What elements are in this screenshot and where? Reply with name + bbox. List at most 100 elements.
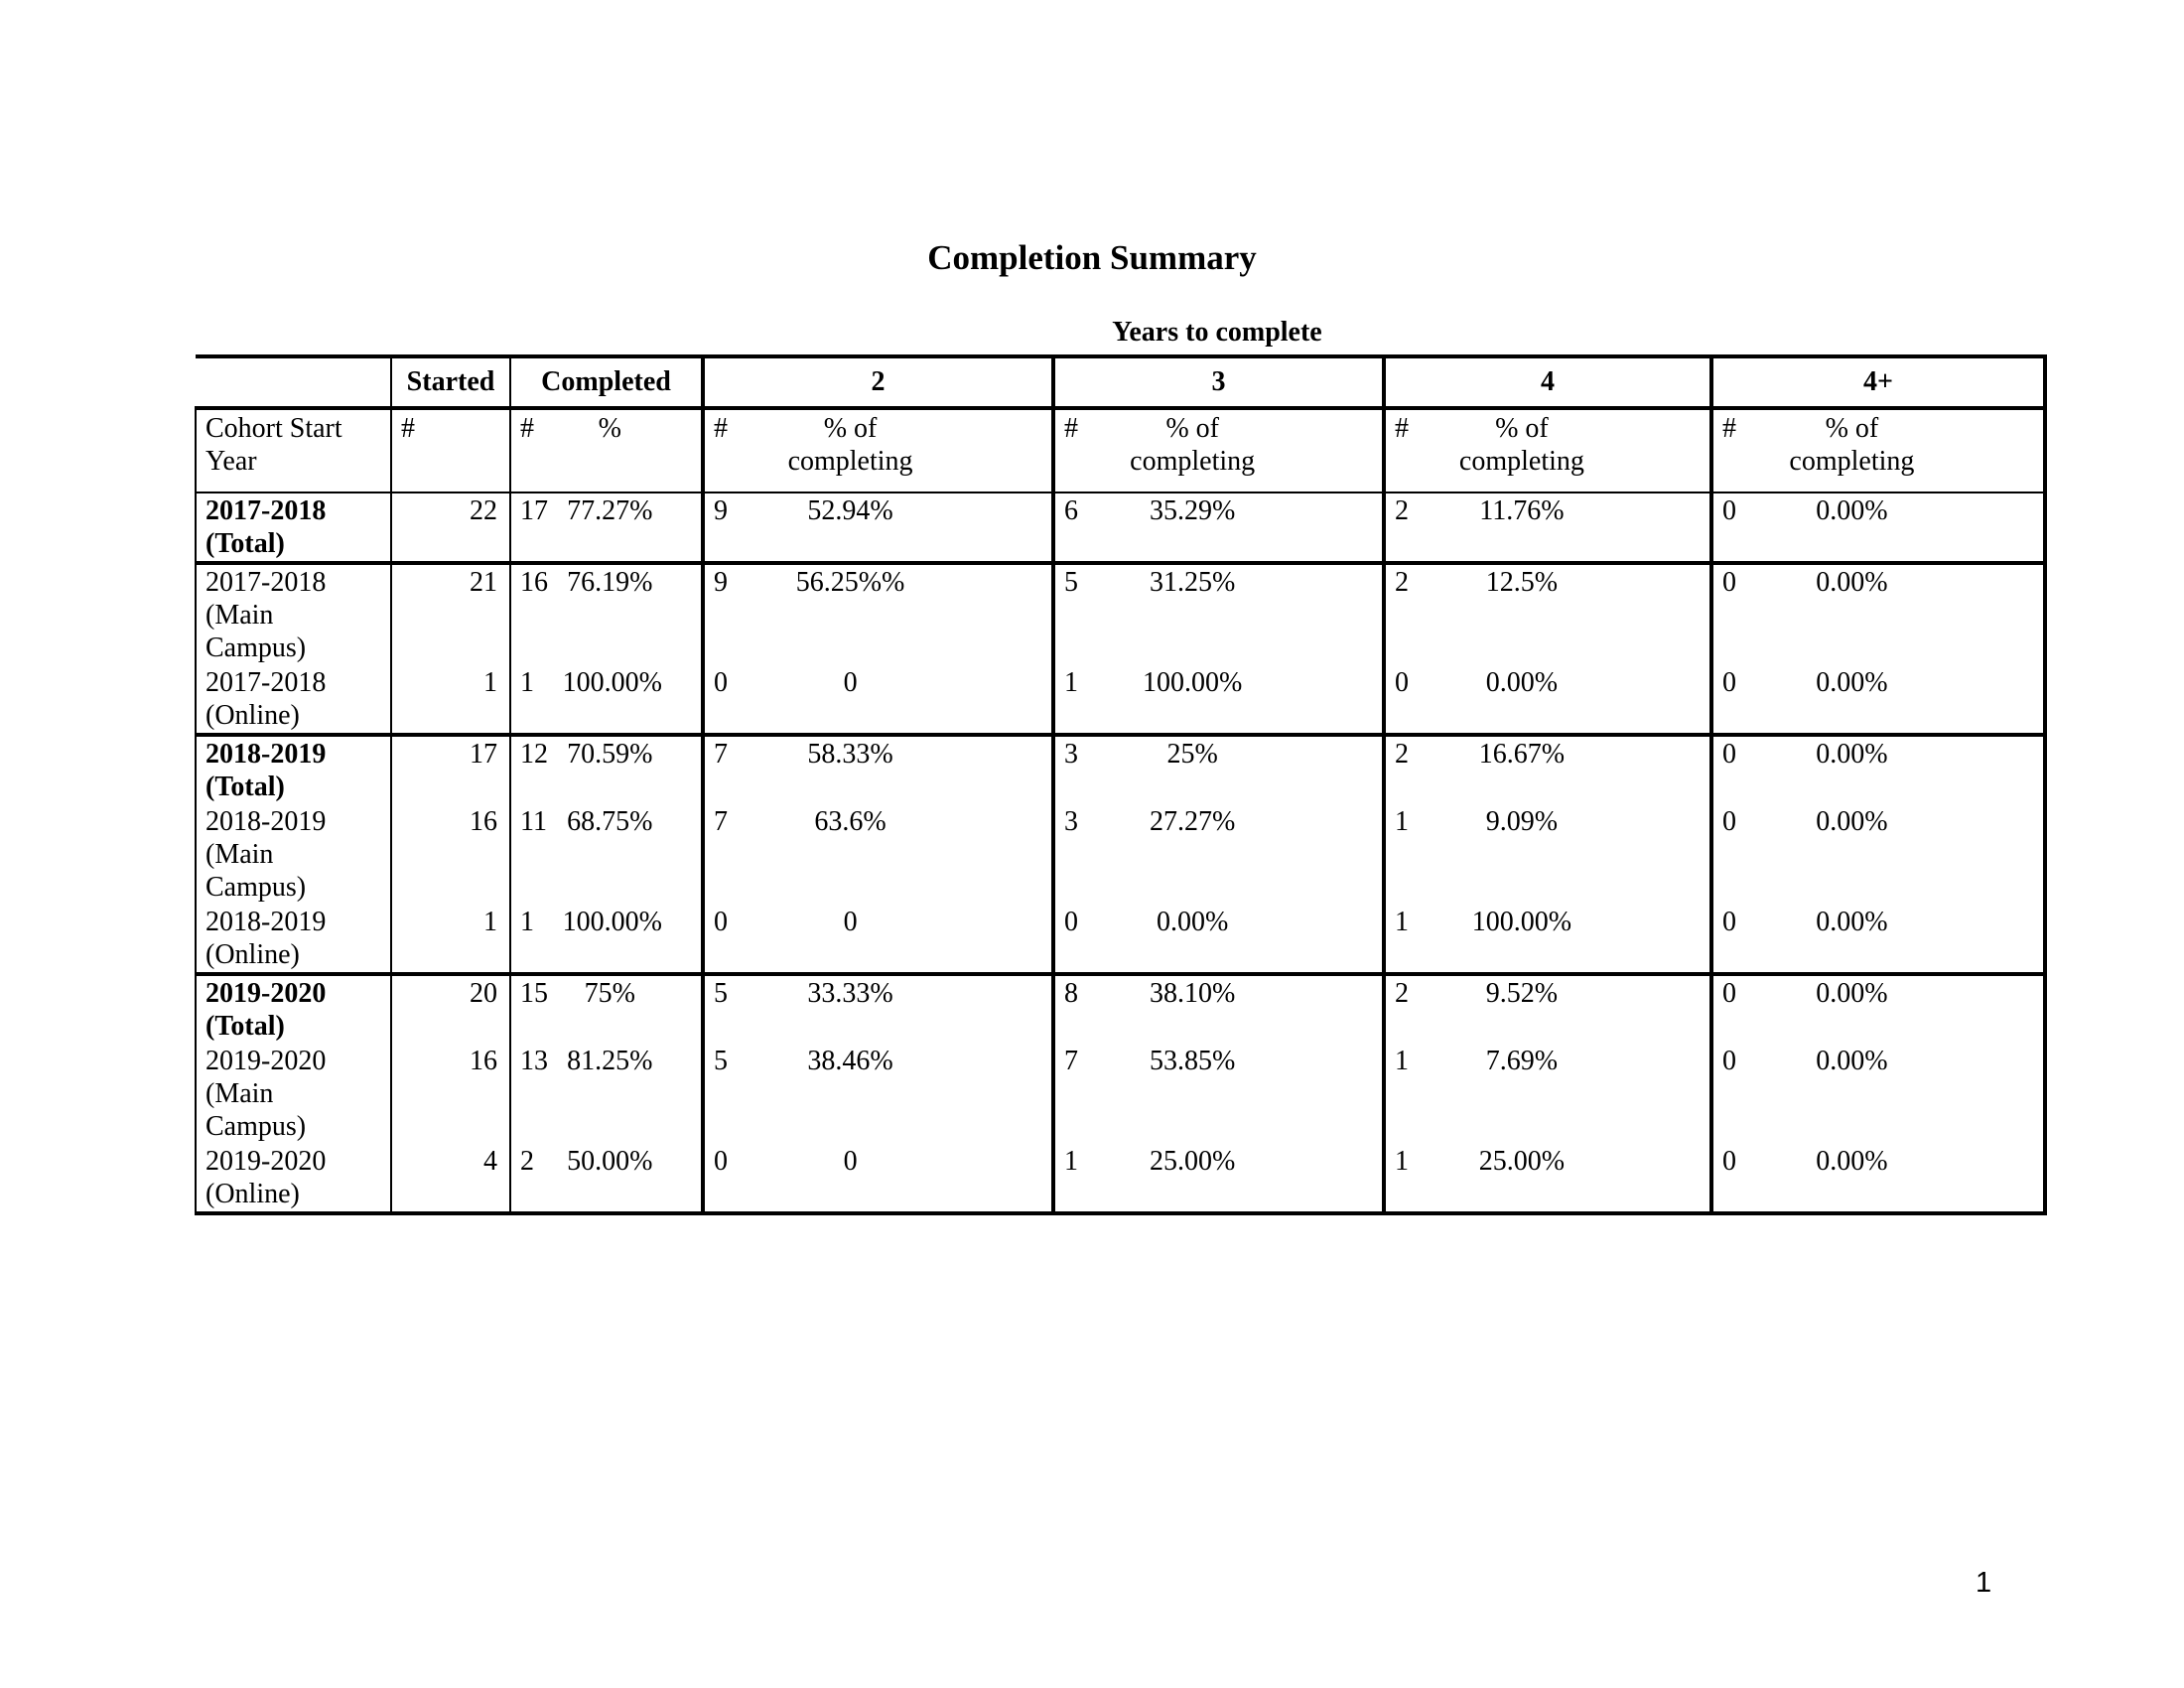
count-value: 8 (1064, 978, 1078, 1009)
table-row: 2017-2018 (Online) 1 1 100.00% 0 0 1 100.00% 0 0.… (195, 665, 2047, 735)
years-2-cell: 9 52.94% (701, 492, 1053, 563)
started-num-header: # (390, 406, 510, 492)
cohort-start-year-header: Cohort Start Year (195, 406, 391, 492)
table-row: 2018-2019 (Online) 1 1 100.00% 0 0 0 0.00% 1 100.… (195, 905, 2047, 974)
cohort-label: 2018-2019 (Total) (195, 733, 391, 804)
count-value: 5 (714, 978, 728, 1009)
count-value: 0 (1722, 806, 1736, 837)
percent-header: % of completing (1789, 413, 1915, 477)
percent-value: 25.00% (1478, 1146, 1566, 1177)
cohort-label: 2019-2020 (Main Campus) (195, 1044, 391, 1144)
years-3-cell: 5 31.25% (1051, 561, 1384, 665)
count-value: 5 (1064, 567, 1078, 598)
group-header-row: Started Completed 2 3 4 4+ (196, 354, 2047, 408)
years-4plus-cell: 0 0.00% (1709, 905, 2047, 974)
percent-value: 31.25% (1150, 567, 1236, 598)
years-3-cell: 0 0.00% (1051, 905, 1384, 974)
count-value: 0 (1722, 739, 1736, 770)
count-value: 0 (714, 667, 728, 698)
percent-value: 70.59% (567, 739, 653, 770)
count-value: 12 (520, 739, 548, 770)
years-4-cell: 1 25.00% (1382, 1144, 1711, 1215)
header-years-4plus: 4+ (1709, 354, 2047, 408)
percent-value: 0.00% (1816, 907, 1888, 937)
count-value: 1 (1395, 907, 1409, 937)
percent-header: % (598, 413, 621, 444)
count-value: 1 (1395, 1146, 1409, 1177)
years-3-cell: 1 25.00% (1051, 1144, 1384, 1215)
years-4-cell: 1 100.00% (1382, 905, 1711, 974)
years-3-cell: 6 35.29% (1051, 492, 1384, 563)
count-value: 0 (1722, 495, 1736, 526)
percent-value: 0.00% (1816, 495, 1888, 526)
count-value: 5 (714, 1046, 728, 1076)
completed-cell: 11 68.75% (509, 804, 703, 905)
percent-value: 0 (843, 907, 858, 937)
count-value: 2 (1395, 495, 1409, 526)
percent-value: 0.00% (1816, 739, 1888, 770)
table-row: 2017-2018 (Total) 22 17 77.27% 9 52.94% 6 35.29… (195, 492, 2047, 563)
percent-header: % of completing (787, 413, 913, 477)
years-4plus-cell: 0 0.00% (1709, 561, 2047, 665)
count-value: 17 (520, 495, 548, 526)
started-count: 1 (390, 665, 510, 735)
years-4-cell: 2 11.76% (1382, 492, 1711, 563)
percent-value: 75% (584, 978, 635, 1009)
count-value: 1 (1395, 1046, 1409, 1076)
percent-value: 9.09% (1485, 806, 1559, 837)
years-4-cell: 1 7.69% (1382, 1044, 1711, 1144)
percent-value: 27.27% (1150, 806, 1236, 837)
percent-value: 35.29% (1150, 495, 1236, 526)
count-value: 1 (520, 667, 534, 698)
percent-value: 0.00% (1816, 1046, 1888, 1076)
completed-cell: 1 100.00% (509, 665, 703, 735)
started-count: 1 (390, 905, 510, 974)
started-count: 20 (390, 972, 510, 1044)
started-count: 17 (390, 733, 510, 804)
cohort-label: 2017-2018 (Total) (195, 492, 391, 563)
table-row: 2017-2018 (Main Campus) 21 16 76.19% 9 56.25%… (195, 561, 2047, 665)
years-4-cell: 2 16.67% (1382, 733, 1711, 804)
count-value: 15 (520, 978, 548, 1009)
completed-cell: 1 100.00% (509, 905, 703, 974)
count-value: 16 (520, 567, 548, 598)
percent-value: 52.94% (807, 495, 893, 526)
years-3-cell: 8 38.10% (1051, 972, 1384, 1044)
percent-value: 7.69% (1485, 1046, 1559, 1076)
started-count: 16 (390, 804, 510, 905)
header-years-2: 2 (701, 354, 1053, 408)
percent-value: 56.25%% (795, 567, 905, 598)
years-4-cell: 2 12.5% (1382, 561, 1711, 665)
percent-value: 0.00% (1816, 667, 1888, 698)
percent-value: 25% (1166, 739, 1218, 770)
years-4plus-cell: 0 0.00% (1709, 1044, 2047, 1144)
table-row: 2018-2019 (Main Campus) 16 11 68.75% 7 63.6% 3… (195, 804, 2047, 905)
count-header: # (520, 413, 534, 444)
percent-value: 50.00% (567, 1146, 653, 1177)
years-2-cell: 5 33.33% (701, 972, 1053, 1044)
header-started: Started (390, 354, 510, 408)
years-4plus-sub-header: # % of completing (1709, 406, 2047, 492)
years-4plus-cell: 0 0.00% (1709, 972, 2047, 1044)
count-value: 0 (1722, 567, 1736, 598)
count-value: 2 (520, 1146, 534, 1177)
years-4-sub-header: # % of completing (1382, 406, 1711, 492)
percent-value: 58.33% (807, 739, 893, 770)
percent-header: % of completing (1458, 413, 1584, 477)
completed-cell: 16 76.19% (509, 561, 703, 665)
cohort-label: 2019-2020 (Total) (195, 972, 391, 1044)
table-row: 2019-2020 (Main Campus) 16 13 81.25% 5 38.46%… (195, 1044, 2047, 1144)
cohort-label: 2018-2019 (Online) (195, 905, 391, 974)
years-3-cell: 3 27.27% (1051, 804, 1384, 905)
count-value: 11 (520, 806, 547, 837)
count-value: 0 (714, 1146, 728, 1177)
started-count: 4 (390, 1144, 510, 1215)
percent-value: 0 (843, 1146, 858, 1177)
years-3-cell: 1 100.00% (1051, 665, 1384, 735)
percent-value: 100.00% (562, 907, 662, 937)
percent-value: 68.75% (567, 806, 653, 837)
header-completed: Completed (509, 354, 703, 408)
count-value: 7 (714, 739, 728, 770)
